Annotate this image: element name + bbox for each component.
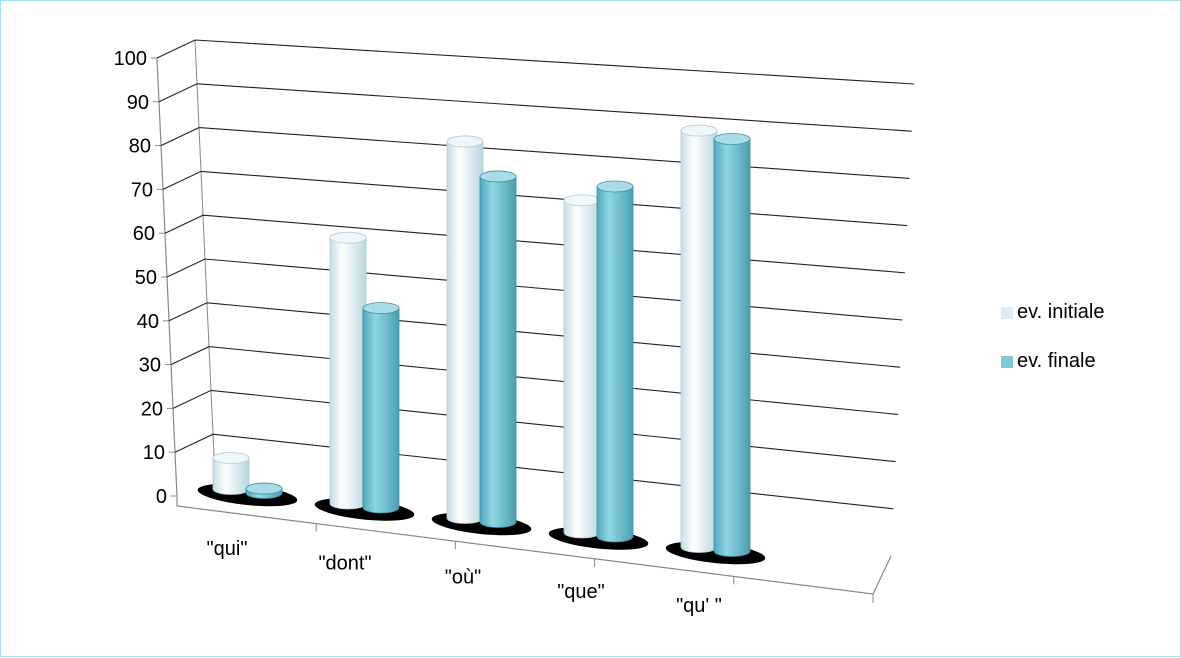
gridline bbox=[168, 302, 901, 368]
legend-label-initiale: ev. initiale bbox=[1017, 301, 1105, 323]
bar-initiale-1 bbox=[329, 231, 367, 510]
cylinder-body bbox=[479, 176, 517, 528]
gridline bbox=[164, 214, 905, 274]
bar-initiale-0 bbox=[212, 452, 250, 495]
cylinder-bars bbox=[212, 124, 751, 557]
cylinder-top bbox=[446, 135, 484, 148]
gridline bbox=[170, 346, 898, 415]
y-tick-label: 10 bbox=[143, 442, 165, 464]
x-category-label: "qui" bbox=[207, 538, 248, 560]
bar-initiale-2 bbox=[446, 135, 484, 524]
y-tick-label: 20 bbox=[141, 398, 163, 420]
cylinder-top bbox=[563, 194, 601, 207]
cylinder-body bbox=[362, 307, 400, 514]
legend: ev. initiale ev. finale bbox=[1001, 297, 1104, 395]
x-category-label: "qu' " bbox=[676, 595, 722, 617]
x-category-label: "dont" bbox=[318, 552, 371, 574]
gridline bbox=[158, 83, 912, 132]
y-tick-label: 60 bbox=[133, 223, 155, 245]
gridline bbox=[162, 170, 908, 227]
bar-finale-0 bbox=[245, 482, 283, 499]
legend-swatch-finale bbox=[1001, 355, 1013, 368]
y-tick-label: 80 bbox=[129, 136, 151, 158]
legend-item-initiale: ev. initiale bbox=[1001, 297, 1104, 328]
category-labels: "qui" "dont" "où" "que" "qu' " bbox=[207, 538, 722, 617]
bar-initiale-3 bbox=[563, 194, 601, 539]
cylinder-top bbox=[713, 133, 751, 145]
y-tick-label: 0 bbox=[156, 486, 167, 508]
y-axis-ticks: 0 10 20 30 40 50 60 70 80 90 100 bbox=[114, 48, 167, 508]
cylinder-top bbox=[245, 482, 283, 495]
y-tick-label: 30 bbox=[139, 355, 161, 377]
cylinder-body bbox=[446, 141, 484, 524]
gridline bbox=[174, 433, 894, 510]
gridline bbox=[156, 39, 915, 85]
cylinder-top bbox=[362, 302, 400, 315]
y-tick-label: 90 bbox=[127, 92, 149, 114]
gridline bbox=[166, 258, 903, 321]
gridlines bbox=[151, 39, 915, 603]
bar-finale-3 bbox=[596, 180, 634, 543]
bar-finale-4 bbox=[713, 133, 751, 557]
cylinder-body bbox=[713, 138, 751, 557]
cylinder-top bbox=[479, 170, 517, 183]
y-tick-label: 100 bbox=[114, 48, 147, 70]
cylinder-body bbox=[680, 130, 718, 553]
gridline bbox=[160, 127, 910, 179]
cylinder-top bbox=[329, 231, 367, 244]
cylinder-body bbox=[563, 199, 601, 539]
cylinder-top bbox=[680, 124, 718, 137]
legend-item-finale: ev. finale bbox=[1001, 346, 1104, 377]
cylinder-body bbox=[329, 237, 367, 510]
cylinder-body bbox=[596, 186, 634, 543]
x-category-label: "où" bbox=[445, 567, 481, 589]
legend-label-finale: ev. finale bbox=[1017, 350, 1096, 372]
bar-finale-1 bbox=[362, 302, 400, 514]
cylinder-top bbox=[596, 180, 634, 193]
x-category-label: "que" bbox=[557, 581, 605, 603]
legend-swatch-initiale bbox=[1001, 306, 1013, 319]
floor-front-edge bbox=[176, 496, 892, 595]
gridline bbox=[172, 389, 896, 463]
bar-finale-2 bbox=[479, 170, 517, 528]
cylinder-top bbox=[212, 452, 250, 464]
y-tick-label: 70 bbox=[131, 179, 153, 201]
y-tick-label: 40 bbox=[137, 311, 159, 333]
bar-initiale-4 bbox=[680, 124, 718, 553]
y-tick-label: 50 bbox=[135, 267, 157, 289]
